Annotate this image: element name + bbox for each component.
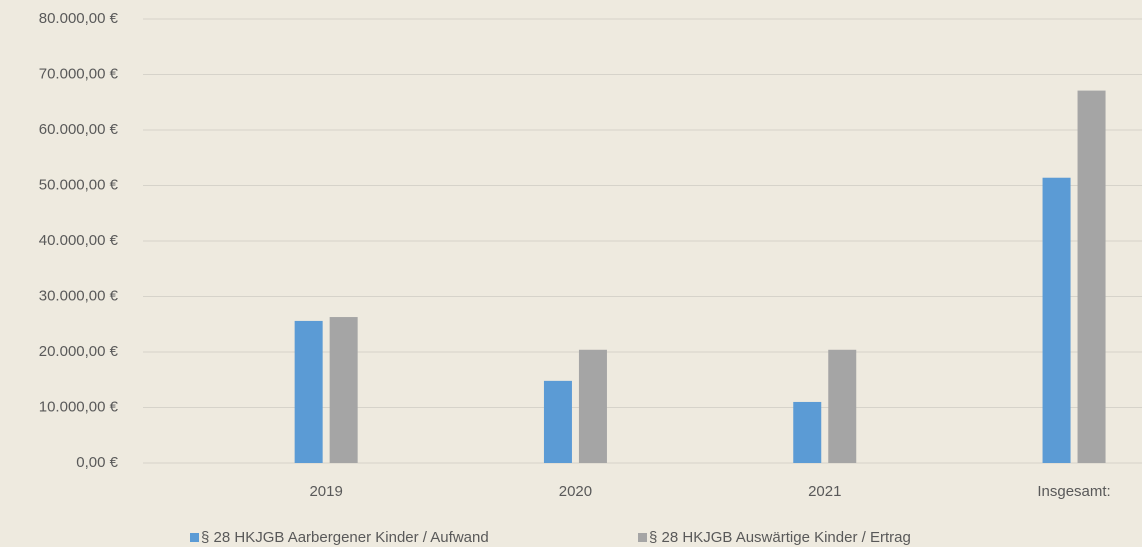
bar [1077, 90, 1106, 463]
x-tick-label: 2021 [808, 483, 841, 500]
y-tick-label: 0,00 € [76, 454, 118, 471]
bar [828, 349, 857, 463]
legend-label: § 28 HKJGB Aarbergener Kinder / Aufwand [201, 529, 489, 546]
x-tick-label: 2020 [559, 483, 592, 500]
y-tick-label: 30.000,00 € [39, 287, 119, 304]
y-tick-label: 50.000,00 € [39, 176, 119, 193]
bar [294, 320, 323, 463]
x-tick-label: 2019 [309, 483, 342, 500]
legend-swatch [190, 533, 199, 542]
bar [543, 380, 572, 463]
legend-label: § 28 HKJGB Auswärtige Kinder / Ertrag [649, 529, 911, 546]
legend-swatch [638, 533, 647, 542]
y-tick-label: 10.000,00 € [39, 398, 119, 415]
bar [578, 349, 607, 463]
y-tick-label: 20.000,00 € [39, 343, 119, 360]
bar [329, 317, 358, 463]
y-tick-label: 70.000,00 € [39, 65, 119, 82]
y-tick-label: 60.000,00 € [39, 121, 119, 138]
bar [793, 401, 822, 463]
y-tick-label: 80.000,00 € [39, 10, 119, 27]
x-tick-label: Insgesamt: [1037, 483, 1110, 500]
y-tick-label: 40.000,00 € [39, 232, 119, 249]
bar [1042, 177, 1071, 464]
